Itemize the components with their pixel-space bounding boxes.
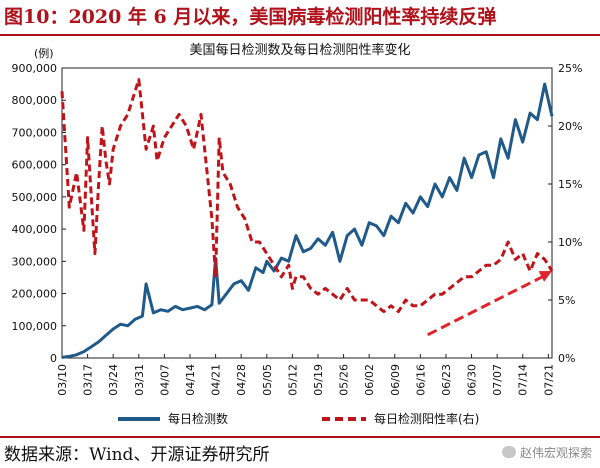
x-tick-label: 05/05 bbox=[261, 364, 274, 396]
x-tick-label: 06/23 bbox=[440, 364, 453, 396]
title-rule bbox=[0, 34, 600, 36]
x-tick-label: 05/26 bbox=[338, 364, 351, 396]
x-tick-label: 03/10 bbox=[56, 364, 69, 396]
legend-positivity-label: 每日检测阳性率(右) bbox=[374, 411, 479, 426]
left-axis-unit: (例) bbox=[34, 46, 54, 60]
right-tick-label: 15% bbox=[558, 178, 582, 191]
axes: 0 100,000 200,000 300,000 400,000 500,000 600,… bbox=[12, 62, 583, 396]
x-tick-label: 04/28 bbox=[235, 364, 248, 396]
x-tick-label: 07/21 bbox=[542, 364, 555, 396]
x-tick-label: 05/12 bbox=[286, 364, 299, 396]
chat-icon bbox=[501, 446, 516, 458]
trend-arrow-line bbox=[426, 273, 547, 337]
plot-frame bbox=[61, 67, 553, 359]
left-tick-label: 100,000 bbox=[12, 320, 58, 333]
left-tick-label: 600,000 bbox=[12, 159, 58, 172]
left-tick-label: 800,000 bbox=[12, 94, 58, 107]
x-tick-label: 06/16 bbox=[414, 364, 427, 396]
right-tick-label: 10% bbox=[558, 236, 582, 249]
watermark-text: 赵伟宏观探索 bbox=[519, 446, 592, 460]
x-tick-label: 04/07 bbox=[158, 364, 171, 396]
figure-title: 图10：2020 年 6 月以来，美国病毒检测阳性率持续反弹 bbox=[4, 6, 497, 28]
left-tick-label: 200,000 bbox=[12, 288, 58, 301]
x-tick-label: 06/30 bbox=[466, 364, 479, 396]
left-tick-label: 0 bbox=[50, 352, 57, 365]
x-tick-label: 04/21 bbox=[210, 364, 223, 396]
source-note: 数据来源：Wind、开源证券研究所 bbox=[4, 445, 270, 465]
legend-tests-label: 每日检测数 bbox=[168, 411, 228, 426]
tests-series-line bbox=[61, 82, 554, 359]
left-tick-label: 400,000 bbox=[12, 223, 58, 236]
chart-title: 美国每日检测数及每日检测阳性率变化 bbox=[189, 42, 410, 58]
right-tick-label: 0% bbox=[558, 352, 575, 365]
x-tick-label: 03/24 bbox=[107, 364, 120, 396]
left-tick-label: 500,000 bbox=[12, 191, 58, 204]
source-rule bbox=[0, 436, 600, 438]
right-tick-label: 25% bbox=[558, 62, 582, 75]
x-tick-label: 04/14 bbox=[184, 364, 197, 396]
legend: 每日检测数 每日检测阳性率(右) bbox=[118, 411, 479, 426]
left-tick-label: 700,000 bbox=[12, 126, 58, 139]
x-tick-label: 06/02 bbox=[363, 364, 376, 396]
watermark: 赵伟宏观探索 bbox=[501, 444, 592, 461]
plot-area bbox=[60, 78, 554, 359]
positivity-series-line bbox=[60, 78, 554, 314]
chart: 美国每日检测数及每日检测阳性率变化 (例) 0 100,000 200,000 300… bbox=[12, 42, 583, 426]
x-tick-label: 06/09 bbox=[389, 364, 402, 396]
trend-arrow-head bbox=[538, 271, 552, 282]
x-tick-label: 03/31 bbox=[133, 364, 146, 396]
x-tick-label: 07/14 bbox=[517, 364, 530, 396]
x-tick-label: 07/07 bbox=[491, 364, 504, 396]
left-tick-label: 900,000 bbox=[12, 62, 58, 75]
x-tick-label: 05/19 bbox=[312, 364, 325, 396]
right-tick-label: 20% bbox=[558, 120, 582, 133]
left-tick-label: 300,000 bbox=[12, 255, 58, 268]
x-tick-label: 03/17 bbox=[82, 364, 95, 396]
right-tick-label: 5% bbox=[558, 294, 575, 307]
